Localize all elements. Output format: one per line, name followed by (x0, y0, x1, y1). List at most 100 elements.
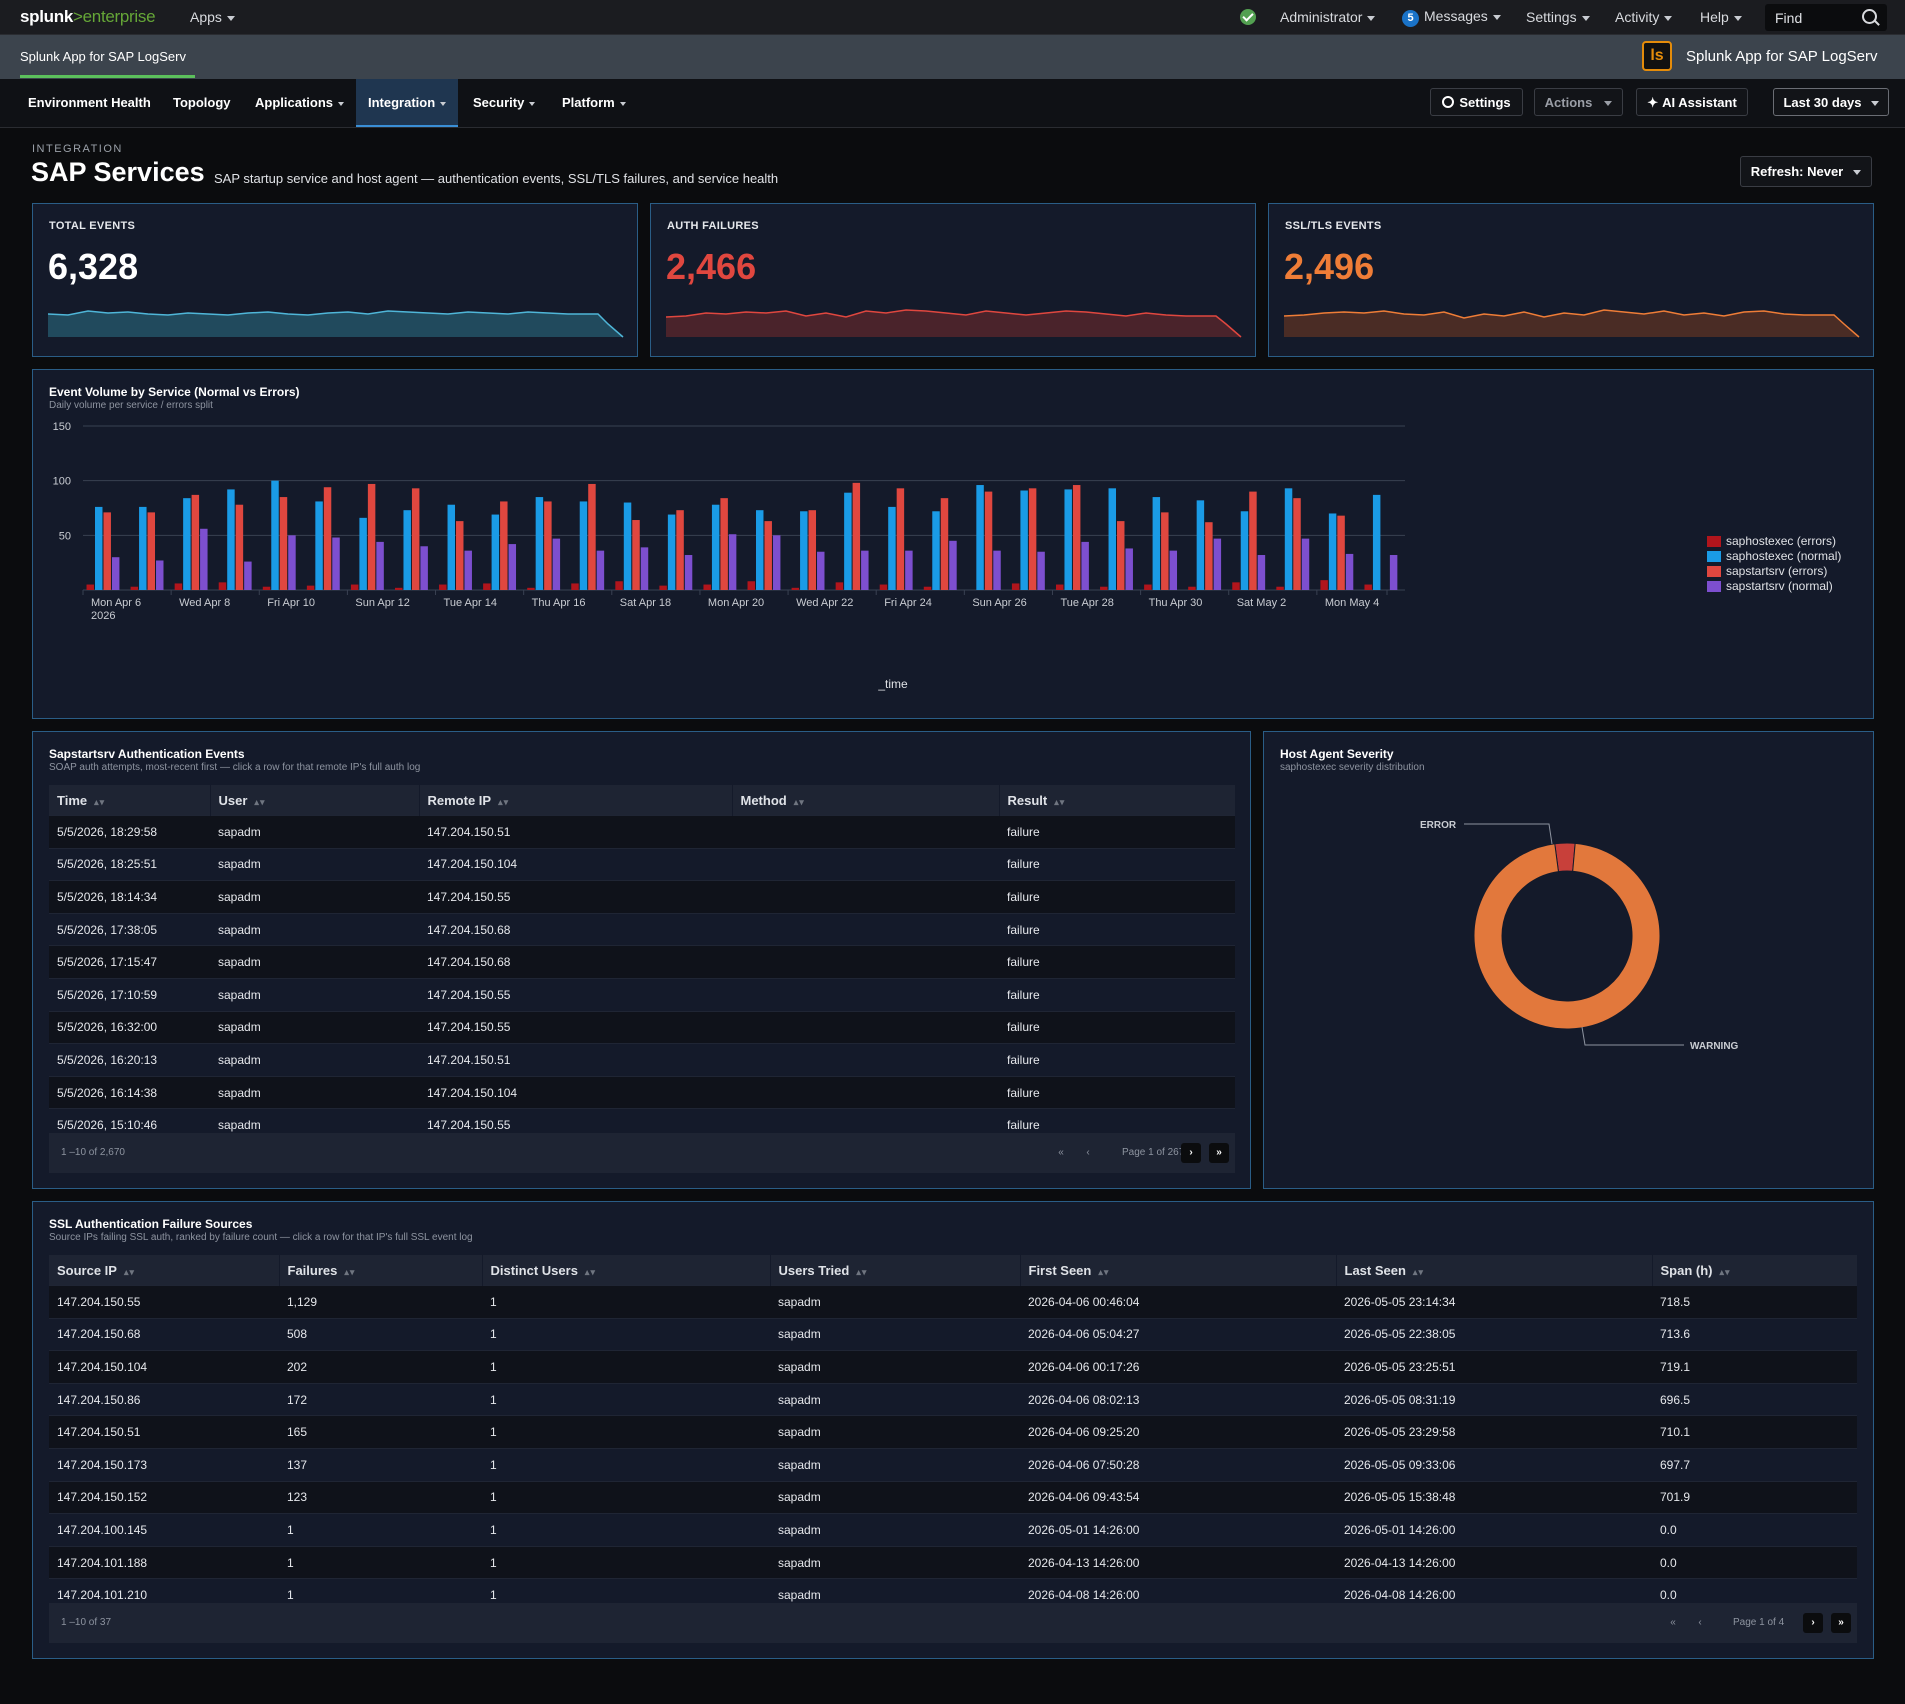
bar-2-2[interactable] (191, 494, 200, 590)
bar-1-18[interactable] (888, 506, 896, 590)
bar-0-5[interactable] (306, 585, 315, 590)
bar-3-15[interactable] (772, 535, 781, 590)
bar-0-18[interactable] (879, 584, 888, 590)
sort-icon[interactable]: ▴▾ (254, 796, 266, 807)
bar-0-27[interactable] (1276, 586, 1284, 590)
bar-2-14[interactable] (720, 498, 728, 590)
bar-0-23[interactable] (1100, 586, 1108, 590)
bar-1-16[interactable] (800, 511, 808, 590)
bar-0-12[interactable] (615, 581, 623, 590)
bar-0-24[interactable] (1144, 584, 1152, 590)
bar-3-19[interactable] (949, 540, 957, 590)
bar-1-1[interactable] (139, 506, 147, 590)
column-header[interactable]: Method ▴▾ (731, 785, 999, 816)
bar-2-6[interactable] (367, 483, 376, 590)
dashboard-settings-button[interactable]: Settings (1430, 88, 1523, 116)
column-header[interactable]: Source IP ▴▾ (49, 1255, 279, 1286)
legend-item[interactable]: sapstartsrv (errors) (1707, 564, 1827, 578)
help-menu[interactable]: Help (1700, 9, 1742, 25)
column-header[interactable]: Time ▴▾ (49, 785, 210, 816)
legend-item[interactable]: saphostexec (errors) (1707, 534, 1836, 548)
search-icon[interactable] (1862, 9, 1877, 24)
column-header[interactable]: Span (h) ▴▾ (1651, 1255, 1857, 1286)
table-row[interactable]: 147.204.150.51 165 1 sapadm 2026-04-06 09:25… (49, 1415, 1857, 1449)
bar-2-15[interactable] (764, 521, 772, 590)
table-row[interactable]: 5/5/2026, 18:29:58 sapadm 147.204.150.51 fa… (49, 815, 1235, 849)
bar-1-24[interactable] (1152, 497, 1161, 590)
bar-1-8[interactable] (447, 504, 456, 590)
bar-3-11[interactable] (596, 550, 605, 590)
kpi-ssl-events[interactable]: SSL/TLS EVENTS 2,496 (1268, 203, 1874, 357)
kpi-total-events[interactable]: TOTAL EVENTS 6,328 (32, 203, 638, 357)
prev-page-button[interactable]: ‹ (1698, 1617, 1702, 1628)
bar-0-4[interactable] (262, 586, 271, 590)
table-row[interactable]: 5/5/2026, 17:15:47 sapadm 147.204.150.68 fa… (49, 945, 1235, 979)
bar-0-28[interactable] (1320, 580, 1328, 590)
table-row[interactable]: 147.204.150.173 137 1 sapadm 2026-04-06 07:5… (49, 1447, 1857, 1482)
bar-2-1[interactable] (147, 512, 156, 590)
bar-1-28[interactable] (1328, 513, 1337, 590)
bar-2-20[interactable] (984, 491, 993, 590)
bar-0-10[interactable] (527, 587, 535, 590)
bar-0-16[interactable] (791, 587, 800, 590)
donut-slice-warning[interactable] (1473, 842, 1661, 1030)
bar-3-29[interactable] (1389, 555, 1398, 590)
column-header[interactable]: Result ▴▾ (998, 785, 1235, 816)
bar-3-5[interactable] (332, 537, 340, 590)
table-row[interactable]: 147.204.150.55 1,129 1 sapadm 2026-04-06 00:… (49, 1285, 1857, 1319)
bar-3-20[interactable] (993, 550, 1001, 590)
bar-2-24[interactable] (1161, 512, 1169, 590)
sort-icon[interactable]: ▴▾ (1054, 796, 1066, 807)
table-row[interactable]: 5/5/2026, 16:20:13 sapadm 147.204.150.51 fa… (49, 1043, 1235, 1077)
actions-button[interactable]: Actions (1534, 88, 1623, 116)
column-header[interactable]: First Seen ▴▾ (1019, 1255, 1336, 1286)
bar-1-22[interactable] (1064, 489, 1072, 590)
column-header[interactable]: Remote IP ▴▾ (418, 785, 732, 816)
bar-2-21[interactable] (1028, 488, 1037, 590)
bar-1-6[interactable] (359, 517, 367, 590)
table-row[interactable]: 147.204.150.152 123 1 sapadm 2026-04-06 09:4… (49, 1480, 1857, 1514)
refresh-dropdown[interactable]: Refresh: Never (1740, 156, 1872, 187)
user-menu[interactable]: Administrator (1280, 9, 1376, 25)
activity-menu[interactable]: Activity (1615, 9, 1673, 25)
sort-icon[interactable]: ▴▾ (1412, 1266, 1424, 1277)
column-header[interactable]: User ▴▾ (209, 785, 419, 816)
bar-3-9[interactable] (508, 544, 517, 590)
bar-3-18[interactable] (905, 550, 913, 590)
table-row[interactable]: 5/5/2026, 18:25:51 sapadm 147.204.150.104 f… (49, 847, 1235, 881)
next-page-button[interactable]: › (1181, 1143, 1201, 1163)
table-row[interactable]: 5/5/2026, 17:10:59 sapadm 147.204.150.55 fa… (49, 977, 1235, 1012)
bar-1-10[interactable] (535, 497, 544, 590)
bar-1-21[interactable] (1020, 490, 1028, 590)
bar-1-5[interactable] (315, 501, 323, 590)
apps-menu[interactable]: Apps (190, 9, 235, 25)
bar-2-9[interactable] (500, 501, 508, 590)
bar-3-17[interactable] (861, 550, 869, 590)
bar-1-27[interactable] (1284, 488, 1293, 590)
bar-0-15[interactable] (747, 581, 755, 590)
app-title[interactable]: Splunk App for SAP LogServ (20, 49, 186, 64)
column-header[interactable]: Users Tried ▴▾ (769, 1255, 1020, 1286)
bar-2-23[interactable] (1117, 521, 1125, 590)
bar-1-20[interactable] (976, 485, 984, 590)
bar-0-13[interactable] (659, 585, 667, 590)
bar-0-22[interactable] (1055, 584, 1064, 590)
bar-2-26[interactable] (1249, 491, 1257, 590)
bar-0-6[interactable] (350, 584, 359, 590)
bar-2-13[interactable] (676, 510, 684, 590)
bar-0-11[interactable] (571, 583, 579, 590)
sort-icon[interactable]: ▴▾ (1098, 1266, 1110, 1277)
sort-icon[interactable]: ▴▾ (856, 1266, 868, 1277)
last-page-button[interactable]: » (1209, 1143, 1229, 1163)
bar-1-29[interactable] (1372, 494, 1381, 590)
bar-3-24[interactable] (1169, 550, 1178, 590)
sort-icon[interactable]: ▴▾ (94, 796, 106, 807)
bar-3-28[interactable] (1345, 553, 1354, 590)
nav-applications[interactable]: Applications (255, 79, 345, 127)
bar-2-5[interactable] (323, 487, 332, 590)
bar-0-7[interactable] (394, 587, 403, 590)
bar-0-1[interactable] (130, 586, 139, 590)
first-page-button[interactable]: « (1670, 1617, 1676, 1628)
sort-icon[interactable]: ▴▾ (793, 796, 805, 807)
sort-icon[interactable]: ▴▾ (123, 1266, 136, 1277)
